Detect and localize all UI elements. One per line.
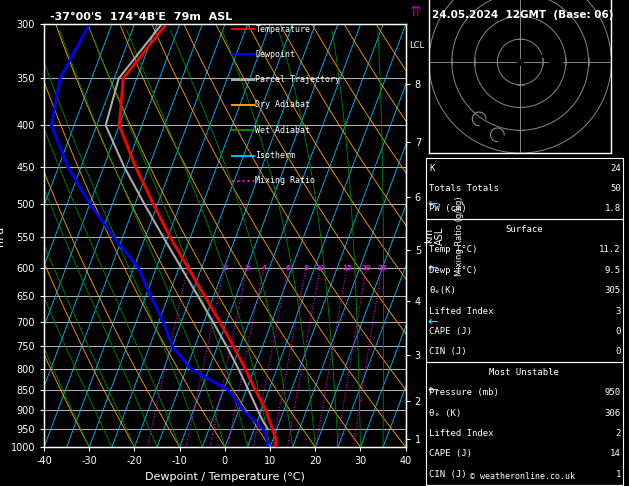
Text: Mixing Ratio: Mixing Ratio [255, 176, 315, 185]
X-axis label: Dewpoint / Temperature (°C): Dewpoint / Temperature (°C) [145, 472, 305, 482]
Text: θₑ(K): θₑ(K) [429, 286, 456, 295]
Text: 306: 306 [604, 409, 621, 417]
Text: PW (cm): PW (cm) [429, 205, 467, 213]
Text: 0: 0 [615, 347, 621, 356]
Text: CAPE (J): CAPE (J) [429, 450, 472, 458]
Text: ←: ← [428, 383, 438, 397]
Text: Dewp (°C): Dewp (°C) [429, 266, 477, 275]
Text: 10: 10 [315, 265, 325, 271]
Text: Mixing Ratio (g/kg): Mixing Ratio (g/kg) [455, 196, 464, 276]
Text: 25: 25 [377, 265, 387, 271]
Text: Wet Adiabat: Wet Adiabat [255, 126, 310, 135]
Text: 9.5: 9.5 [604, 266, 621, 275]
Text: Parcel Trajectory: Parcel Trajectory [255, 75, 340, 84]
Text: Temp (°C): Temp (°C) [429, 245, 477, 254]
Text: 1: 1 [615, 470, 621, 479]
Text: Lifted Index: Lifted Index [429, 307, 494, 315]
Text: CIN (J): CIN (J) [429, 347, 467, 356]
Text: K: K [429, 164, 435, 173]
Text: 14: 14 [610, 450, 621, 458]
Text: Dewpoint: Dewpoint [255, 50, 296, 59]
Text: 8: 8 [303, 265, 308, 271]
Text: Lifted Index: Lifted Index [429, 429, 494, 438]
Text: Pressure (mb): Pressure (mb) [429, 388, 499, 397]
Text: 24.05.2024  12GMT  (Base: 06): 24.05.2024 12GMT (Base: 06) [432, 10, 613, 20]
Text: 11.2: 11.2 [599, 245, 621, 254]
Text: Isotherm: Isotherm [255, 151, 296, 160]
Text: Temperature: Temperature [255, 25, 310, 34]
Text: 0: 0 [615, 327, 621, 336]
Text: CAPE (J): CAPE (J) [429, 327, 472, 336]
Text: 4: 4 [261, 265, 266, 271]
Text: θₑ (K): θₑ (K) [429, 409, 461, 417]
Y-axis label: hPa: hPa [0, 226, 5, 246]
Text: 24: 24 [610, 164, 621, 173]
Y-axis label: km
ASL: km ASL [424, 226, 445, 245]
Text: ←: ← [428, 315, 438, 329]
Text: Dry Adiabat: Dry Adiabat [255, 101, 310, 109]
Text: ←: ← [428, 197, 438, 210]
Text: 50: 50 [610, 184, 621, 193]
Text: 1: 1 [186, 265, 190, 271]
Text: 2: 2 [615, 429, 621, 438]
Text: LCL: LCL [409, 41, 425, 50]
Text: CIN (J): CIN (J) [429, 470, 467, 479]
Text: 1.8: 1.8 [604, 205, 621, 213]
Text: Totals Totals: Totals Totals [429, 184, 499, 193]
Text: ←: ← [428, 261, 438, 274]
Text: 15: 15 [342, 265, 352, 271]
Text: ⇈: ⇈ [409, 5, 420, 19]
Text: Most Unstable: Most Unstable [489, 368, 559, 377]
Text: 2: 2 [222, 265, 227, 271]
Text: 950: 950 [604, 388, 621, 397]
Text: -37°00'S  174°4B'E  79m  ASL: -37°00'S 174°4B'E 79m ASL [50, 12, 233, 22]
Text: © weatheronline.co.uk: © weatheronline.co.uk [470, 472, 575, 481]
Text: 6: 6 [286, 265, 291, 271]
Text: Surface: Surface [506, 225, 543, 234]
Text: 20: 20 [362, 265, 371, 271]
Text: 3: 3 [615, 307, 621, 315]
Text: 305: 305 [604, 286, 621, 295]
Text: 3: 3 [245, 265, 250, 271]
